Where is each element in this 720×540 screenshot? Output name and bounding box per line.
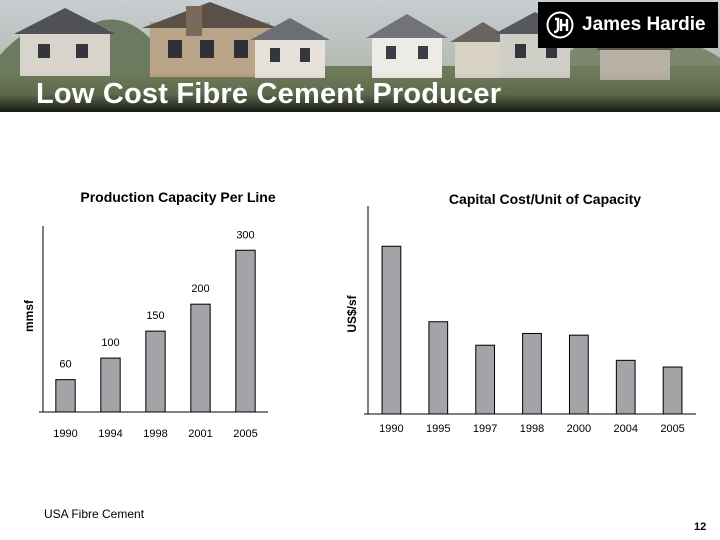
bar-1994 (100, 357, 121, 413)
bar-1990 (381, 245, 402, 415)
bar-1990 (55, 379, 76, 413)
production-capacity-svg: Production Capacity Per Line mmsf 1990 60 19… (22, 189, 276, 440)
production-capacity-chart: Production Capacity Per Line mmsf 1990 60 19… (20, 178, 320, 448)
chart-title: Production Capacity Per Line (80, 189, 275, 205)
y-axis-label: mmsf (22, 299, 36, 332)
bar-2001 (190, 303, 211, 413)
x-tick-label: 2000 (567, 423, 591, 435)
bar-2005 (235, 249, 256, 413)
chart-title: Capital Cost/Unit of Capacity (449, 191, 641, 207)
capital-cost-chart: Capital Cost/Unit of Capacity US$/sf 1990 1… (336, 178, 700, 448)
header-banner: James Hardie Low Cost Fibre Cement Produ… (0, 0, 720, 112)
bar-1998 (522, 332, 542, 415)
x-tick-label: 1990 (379, 423, 403, 435)
y-axis-label: US$/sf (345, 294, 359, 332)
james-hardie-logo: James Hardie (538, 2, 718, 48)
capital-cost-svg: Capital Cost/Unit of Capacity US$/sf 1990 1… (345, 191, 696, 435)
x-tick-label: 1995 (426, 423, 450, 435)
x-tick-label: 2001 (188, 428, 212, 440)
data-label: 200 (191, 283, 209, 295)
x-tick-label: 2004 (613, 423, 637, 435)
jh-monogram-icon (546, 11, 574, 39)
x-tick-label: 1990 (53, 428, 77, 440)
bar-2005 (662, 366, 683, 415)
logo-text: James Hardie (582, 14, 706, 35)
x-tick-label: 2005 (660, 423, 684, 435)
footnote: USA Fibre Cement (44, 507, 145, 521)
x-tick-label: 1998 (520, 423, 544, 435)
bar-1998 (145, 330, 166, 413)
bar-2004 (615, 359, 636, 415)
bar-1995 (428, 321, 449, 415)
x-tick-label: 1998 (143, 428, 167, 440)
x-tick-label: 1997 (473, 423, 497, 435)
data-label: 60 (59, 359, 71, 371)
data-label: 150 (146, 310, 164, 322)
slide-title: Low Cost Fibre Cement Producer (36, 78, 502, 110)
bar-2000 (568, 334, 589, 415)
bar-1997 (475, 344, 496, 415)
page-number: 12 (694, 521, 707, 533)
x-tick-label: 1994 (98, 428, 122, 440)
x-tick-label: 2005 (233, 428, 257, 440)
data-label: 300 (236, 229, 254, 241)
data-label: 100 (101, 337, 119, 349)
